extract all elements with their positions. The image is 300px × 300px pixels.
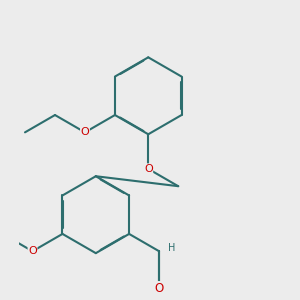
Text: H: H — [168, 243, 175, 253]
Text: O: O — [28, 246, 37, 256]
Text: O: O — [154, 282, 164, 295]
Text: O: O — [81, 127, 89, 137]
Text: O: O — [144, 164, 153, 174]
